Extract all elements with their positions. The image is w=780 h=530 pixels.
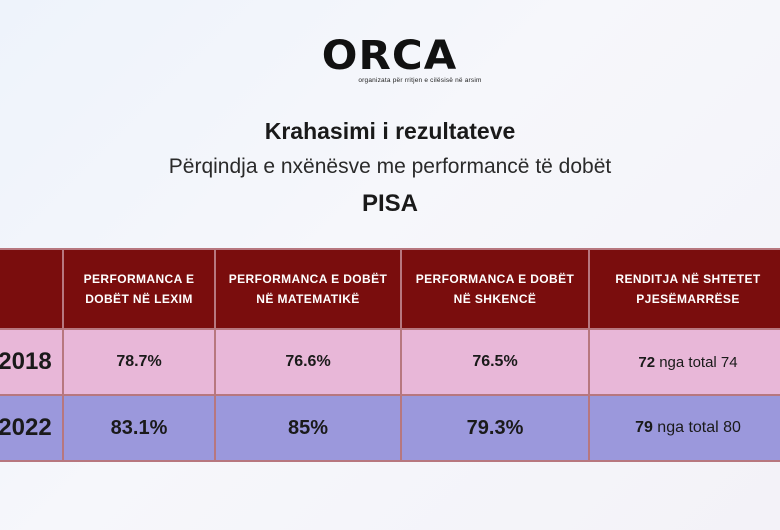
page-subtitle: Përqindja e nxënësve me performancë të d… [168,155,612,178]
logo-tagline: organizata për rritjen e cilësisë në ars… [358,77,482,84]
table-header-row: PERFORMANCA E DOBËT NË LEXIM PERFORMANCA… [0,248,780,330]
results-table: PERFORMANCA E DOBËT NË LEXIM PERFORMANCA… [0,248,780,462]
reading-cell: 83.1% [62,394,216,462]
rank-total: nga total 80 [652,419,741,436]
header-ranking: RENDITJA NË SHTETET PJESËMARRËSE [588,248,780,330]
logo-wordmark: ORCA [322,33,458,79]
orca-logo: ORCA organizata për rritjen e cilësisë n… [0,36,780,84]
section-heading: PISA [361,190,418,217]
ranking-cell: 72 nga total 74 [588,328,780,396]
math-cell: 76.6% [214,328,402,396]
page-title: Krahasimi i rezultateve [264,118,516,144]
science-cell: 79.3% [400,394,590,462]
science-cell: 76.5% [400,328,590,396]
table-row-2022: 2022 83.1% 85% 79.3% 79 nga total 80 [0,394,780,462]
header-math: PERFORMANCA E DOBËT NË MATEMATIKË [214,248,402,330]
rank-total: nga total 74 [655,353,738,371]
year-cell: 2022 [0,394,64,462]
rank-number: 79 [635,419,653,436]
ranking-cell: 79 nga total 80 [588,394,780,462]
year-cell: 2018 [0,328,64,396]
math-cell: 85% [214,394,402,462]
header-year [0,248,64,330]
table-row-2018: 2018 78.7% 76.6% 76.5% 72 nga total 74 [0,328,780,396]
reading-cell: 78.7% [62,328,216,396]
header-reading: PERFORMANCA E DOBËT NË LEXIM [62,248,216,330]
header-science: PERFORMANCA E DOBËT NË SHKENCË [400,248,590,330]
rank-number: 72 [638,353,656,371]
